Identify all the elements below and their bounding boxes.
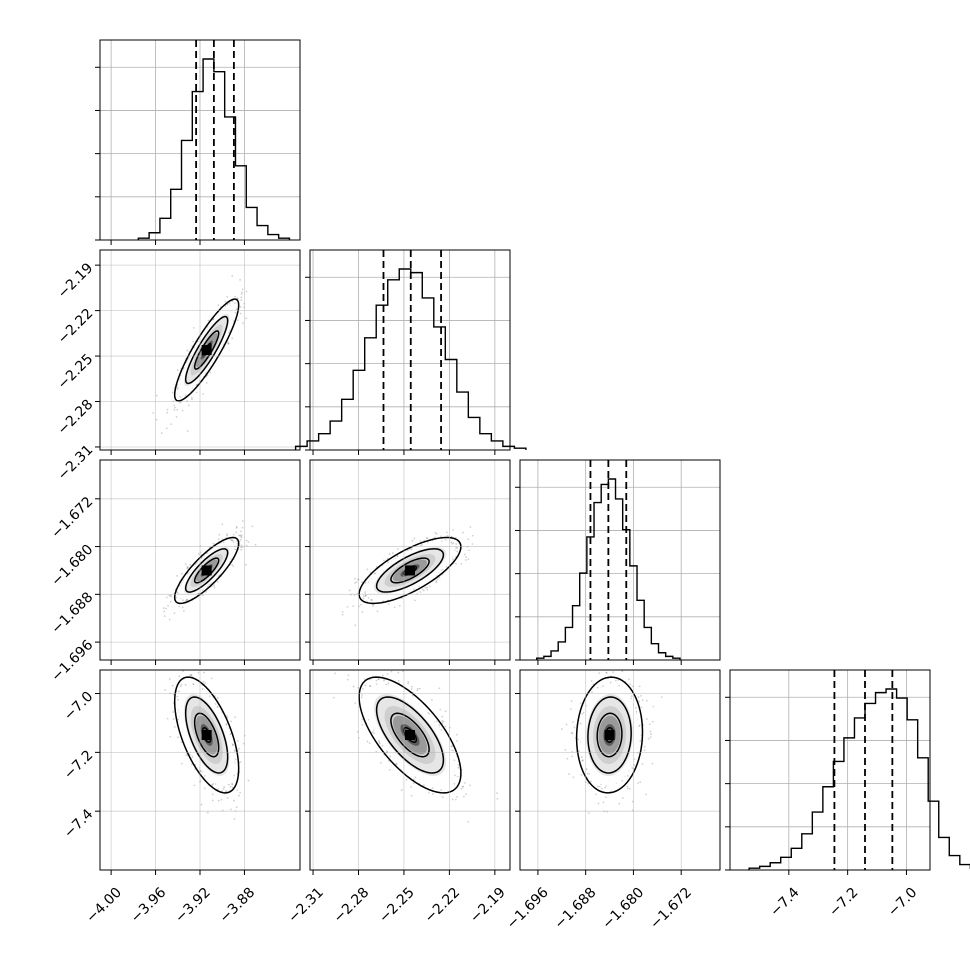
contour-2-1-1 bbox=[390, 557, 430, 584]
density-panel-2-0 bbox=[162, 520, 257, 621]
density-panel-3-1 bbox=[332, 670, 499, 823]
density-panel-3-0 bbox=[164, 670, 250, 820]
panel-frame-2-2 bbox=[519, 459, 721, 661]
histogram-3 bbox=[748, 688, 970, 870]
contour-3-0-0 bbox=[201, 727, 212, 743]
panel-frame-2-1 bbox=[309, 459, 511, 661]
density-panel-2-1 bbox=[341, 526, 474, 627]
panel-frame-1-1 bbox=[309, 249, 511, 451]
marks-layer bbox=[137, 40, 970, 870]
contour-3-1-1 bbox=[390, 712, 430, 758]
contour-1-0-2 bbox=[184, 315, 229, 385]
contour-1-0-1 bbox=[193, 330, 220, 370]
grid-layer bbox=[100, 40, 930, 870]
histogram-2 bbox=[536, 478, 681, 660]
contour-3-1-2 bbox=[375, 696, 445, 774]
contour-2-0-0 bbox=[201, 565, 212, 576]
density-layer bbox=[152, 275, 663, 823]
contour-2-0-3 bbox=[173, 536, 240, 605]
contour-3-2-1 bbox=[596, 712, 623, 758]
contour-3-2-2 bbox=[587, 696, 632, 774]
contour-3-0-2 bbox=[184, 696, 229, 774]
contour-3-0-1 bbox=[193, 712, 220, 758]
panel-frame-3-1 bbox=[309, 669, 511, 871]
contour-3-2-0 bbox=[604, 727, 615, 743]
contour-1-0-3 bbox=[173, 298, 240, 402]
contour-3-0-3 bbox=[173, 676, 240, 794]
contour-2-0-1 bbox=[193, 557, 220, 584]
panel-frame-3-3 bbox=[729, 669, 931, 871]
contour-3-2-3 bbox=[575, 676, 644, 794]
contour-2-0-2 bbox=[184, 548, 229, 593]
contour-3-1-3 bbox=[358, 676, 462, 794]
contour-2-1-2 bbox=[375, 548, 445, 593]
density-panel-1-0 bbox=[152, 275, 248, 435]
panel-frame-3-2 bbox=[519, 669, 721, 871]
histogram-1 bbox=[294, 268, 527, 450]
